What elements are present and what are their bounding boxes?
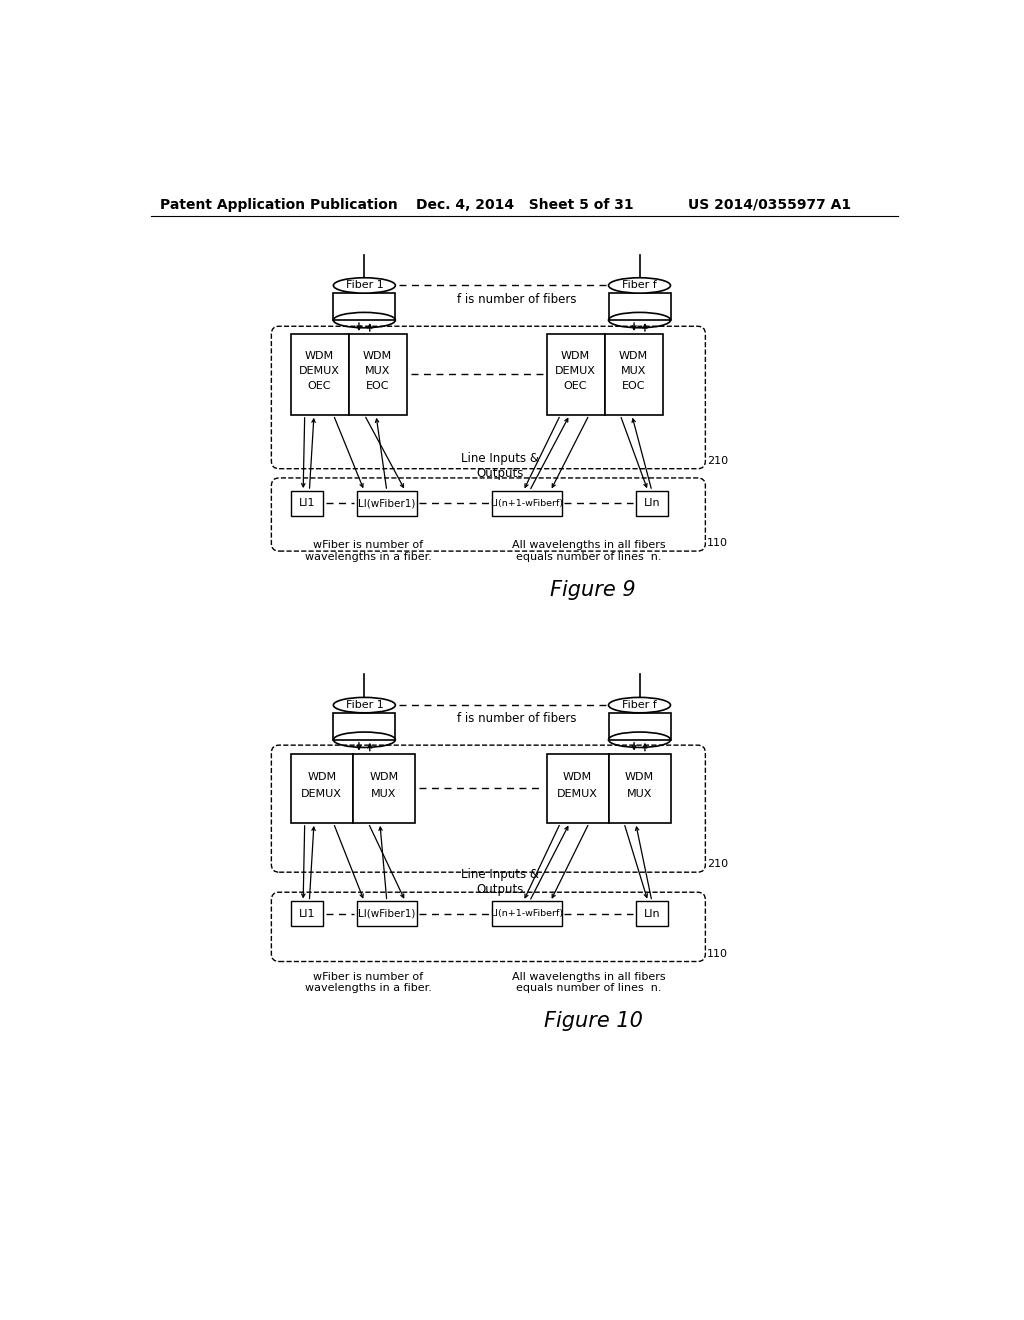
Text: WDM: WDM — [618, 351, 648, 360]
Bar — [356, 491, 417, 516]
Text: Figure 9: Figure 9 — [550, 579, 636, 599]
Text: All wavelengths in all fibers
equals number of lines  n.: All wavelengths in all fibers equals num… — [512, 540, 666, 562]
Text: Line Inputs &
Outputs: Line Inputs & Outputs — [461, 453, 539, 480]
Text: US 2014/0355977 A1: US 2014/0355977 A1 — [688, 198, 851, 211]
Ellipse shape — [334, 277, 395, 293]
Text: LIn: LIn — [644, 499, 660, 508]
Bar — [604, 334, 663, 414]
Bar — [608, 293, 671, 321]
Text: Patent Application Publication: Patent Application Publication — [160, 198, 398, 211]
Text: All wavelengths in all fibers
equals number of lines  n.: All wavelengths in all fibers equals num… — [512, 972, 666, 993]
Text: EOC: EOC — [366, 381, 389, 391]
Text: WDM: WDM — [307, 772, 336, 781]
Text: WDM: WDM — [563, 772, 592, 781]
Bar — [291, 334, 349, 414]
Text: 210: 210 — [707, 455, 728, 466]
Text: DEMUX: DEMUX — [557, 788, 598, 799]
Text: LI(wFiber1): LI(wFiber1) — [358, 499, 416, 508]
Text: f is number of fibers: f is number of fibers — [458, 713, 577, 726]
Text: LI(n+1-wFiberf): LI(n+1-wFiberf) — [490, 499, 563, 508]
Text: OEC: OEC — [307, 381, 331, 391]
Bar — [636, 902, 669, 927]
Bar — [352, 754, 415, 822]
Text: LI(n+1-wFiberf): LI(n+1-wFiberf) — [490, 909, 563, 919]
Text: Dec. 4, 2014   Sheet 5 of 31: Dec. 4, 2014 Sheet 5 of 31 — [416, 198, 634, 211]
Ellipse shape — [608, 697, 671, 713]
Text: Fiber 1: Fiber 1 — [345, 280, 383, 290]
Bar — [334, 713, 395, 739]
Bar — [608, 713, 671, 739]
Text: Fiber f: Fiber f — [623, 700, 656, 710]
Bar — [493, 491, 562, 516]
Text: LI1: LI1 — [299, 908, 315, 919]
Text: Fiber 1: Fiber 1 — [345, 700, 383, 710]
Text: 210: 210 — [707, 859, 728, 870]
Text: Fiber f: Fiber f — [623, 280, 656, 290]
Ellipse shape — [334, 697, 395, 713]
Bar — [547, 754, 608, 822]
Bar — [291, 902, 324, 927]
Text: Line Inputs &
Outputs: Line Inputs & Outputs — [461, 869, 539, 896]
Text: WDM: WDM — [305, 351, 334, 360]
Ellipse shape — [608, 277, 671, 293]
Text: WDM: WDM — [370, 772, 398, 781]
Bar — [291, 754, 352, 822]
Text: EOC: EOC — [622, 381, 645, 391]
Bar — [334, 293, 395, 321]
Bar — [349, 334, 407, 414]
Text: LI(wFiber1): LI(wFiber1) — [358, 908, 416, 919]
Text: MUX: MUX — [621, 366, 646, 376]
Text: WDM: WDM — [560, 351, 590, 360]
Text: DEMUX: DEMUX — [555, 366, 596, 376]
Text: WDM: WDM — [625, 772, 654, 781]
Text: OEC: OEC — [563, 381, 587, 391]
Bar — [636, 491, 669, 516]
Text: 110: 110 — [707, 949, 728, 958]
Text: DEMUX: DEMUX — [299, 366, 340, 376]
Bar — [356, 902, 417, 927]
Text: f is number of fibers: f is number of fibers — [458, 293, 577, 306]
Text: Figure 10: Figure 10 — [544, 1011, 642, 1031]
Text: MUX: MUX — [371, 788, 396, 799]
Bar — [291, 491, 324, 516]
Bar — [547, 334, 604, 414]
Text: DEMUX: DEMUX — [301, 788, 342, 799]
Bar — [493, 902, 562, 927]
Bar — [608, 754, 671, 822]
Text: LI1: LI1 — [299, 499, 315, 508]
Text: MUX: MUX — [627, 788, 652, 799]
Text: LIn: LIn — [644, 908, 660, 919]
Text: wFiber is number of
wavelengths in a fiber.: wFiber is number of wavelengths in a fib… — [305, 540, 432, 562]
Text: wFiber is number of
wavelengths in a fiber.: wFiber is number of wavelengths in a fib… — [305, 972, 432, 993]
Text: WDM: WDM — [362, 351, 392, 360]
Text: MUX: MUX — [365, 366, 390, 376]
Text: 110: 110 — [707, 539, 728, 548]
